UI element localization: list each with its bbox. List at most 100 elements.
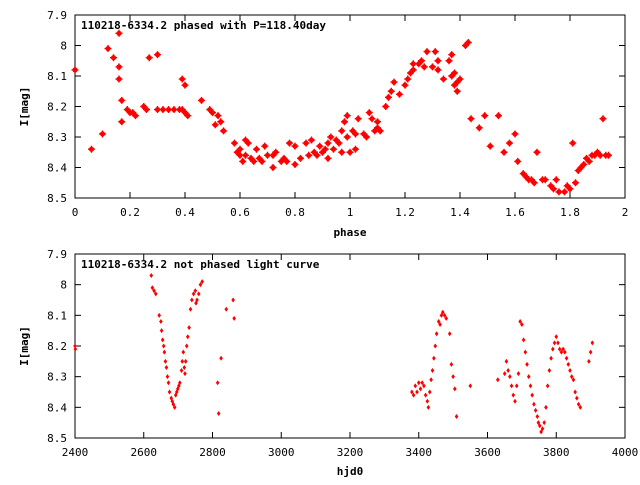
data-point-cross <box>341 118 348 126</box>
data-point-cross <box>250 157 258 165</box>
data-point-cross <box>343 133 351 141</box>
data-point <box>438 322 442 328</box>
data-point <box>571 377 576 383</box>
data-point <box>528 383 533 389</box>
data-point <box>178 380 182 386</box>
data-point <box>224 306 229 312</box>
data-point-cross <box>434 66 442 74</box>
data-point-cross <box>368 115 376 123</box>
y-tick-label: 8.4 <box>47 162 67 175</box>
data-point <box>557 346 562 352</box>
y-tick-label: 8.1 <box>47 70 67 83</box>
y-tick-label: 8.3 <box>47 131 67 144</box>
data-point <box>216 410 221 416</box>
y-tick-label: 8.4 <box>47 401 67 414</box>
data-point <box>191 291 196 297</box>
data-point-cross <box>184 112 192 120</box>
data-point-cross <box>533 148 541 156</box>
x-tick-label: 1.4 <box>450 206 470 219</box>
data-point <box>215 380 220 386</box>
data-point <box>149 272 154 278</box>
data-point <box>195 297 199 303</box>
data-point <box>429 377 433 383</box>
data-point-cross <box>335 139 343 147</box>
data-point-cross <box>283 157 291 165</box>
data-point-cross <box>343 112 351 120</box>
data-point <box>576 401 581 407</box>
unphased-light-curve-panel: 2400 2600 2800 3000 3200 3400 3600 3800 4000 7.9 8… <box>18 248 638 478</box>
data-point <box>518 318 522 324</box>
data-point-cross <box>376 127 384 135</box>
x-axis-label: phase <box>333 226 366 239</box>
data-point-cross <box>429 63 436 71</box>
data-point-cross <box>269 164 277 171</box>
data-point <box>442 312 447 318</box>
data-point <box>547 368 552 374</box>
data-point-cross <box>514 157 522 165</box>
data-point <box>152 288 156 294</box>
data-point-cross <box>324 154 332 162</box>
data-point <box>422 383 426 389</box>
x-tick-label: 3000 <box>268 446 295 459</box>
data-point <box>508 374 512 380</box>
data-point <box>449 361 454 367</box>
x-tick-label: 3200 <box>337 446 364 459</box>
data-point-cross <box>569 139 577 147</box>
data-point-cross <box>316 142 324 150</box>
data-point-cross <box>401 81 409 89</box>
data-point-cross <box>115 29 123 37</box>
data-point-cross <box>390 78 398 86</box>
data-point-cross <box>352 130 359 138</box>
data-point-cross <box>599 115 607 123</box>
data-point-cross <box>236 145 244 153</box>
data-point <box>535 414 540 420</box>
data-point-cross <box>495 112 502 120</box>
data-point <box>157 312 162 318</box>
data-point <box>568 368 572 374</box>
data-point <box>506 368 510 374</box>
data-point <box>159 318 163 324</box>
data-point-cross <box>552 176 560 184</box>
data-point-cross <box>297 154 304 162</box>
data-point-cross <box>365 109 373 117</box>
data-point <box>561 346 565 352</box>
data-point <box>575 395 579 401</box>
data-point <box>433 343 438 349</box>
data-point <box>198 282 203 288</box>
data-point-cross <box>352 145 359 153</box>
data-points <box>73 272 595 435</box>
data-point-cross <box>382 103 390 110</box>
data-point-cross <box>396 90 403 98</box>
data-point-cross <box>305 151 313 159</box>
data-point-cross <box>308 136 315 144</box>
data-point-cross <box>143 106 150 114</box>
data-point <box>165 374 170 380</box>
data-point <box>563 349 567 355</box>
x-tick-label: 1.6 <box>505 206 525 219</box>
data-point <box>516 371 521 377</box>
data-point <box>183 371 187 377</box>
data-point-cross <box>242 151 249 159</box>
data-point <box>588 349 593 355</box>
data-point <box>578 404 583 410</box>
x-tick-label: 1 <box>347 206 354 219</box>
y-tick-label: 8 <box>60 40 67 53</box>
data-point-cross <box>354 115 362 123</box>
data-point-cross <box>272 148 280 156</box>
data-point-cross <box>217 118 225 126</box>
data-point-cross <box>404 75 412 83</box>
data-point <box>509 383 514 389</box>
data-point <box>447 331 452 337</box>
data-point-cross <box>541 176 549 184</box>
data-point-cross <box>253 145 260 153</box>
data-point-cross <box>481 112 489 120</box>
data-point <box>200 279 204 285</box>
data-point-cross <box>99 130 106 138</box>
data-point-cross <box>104 45 112 53</box>
data-point-cross <box>486 142 494 150</box>
data-point <box>425 398 430 404</box>
y-tick-label: 8.2 <box>47 340 67 353</box>
data-point-cross <box>211 121 219 129</box>
data-point-cross <box>178 75 186 83</box>
